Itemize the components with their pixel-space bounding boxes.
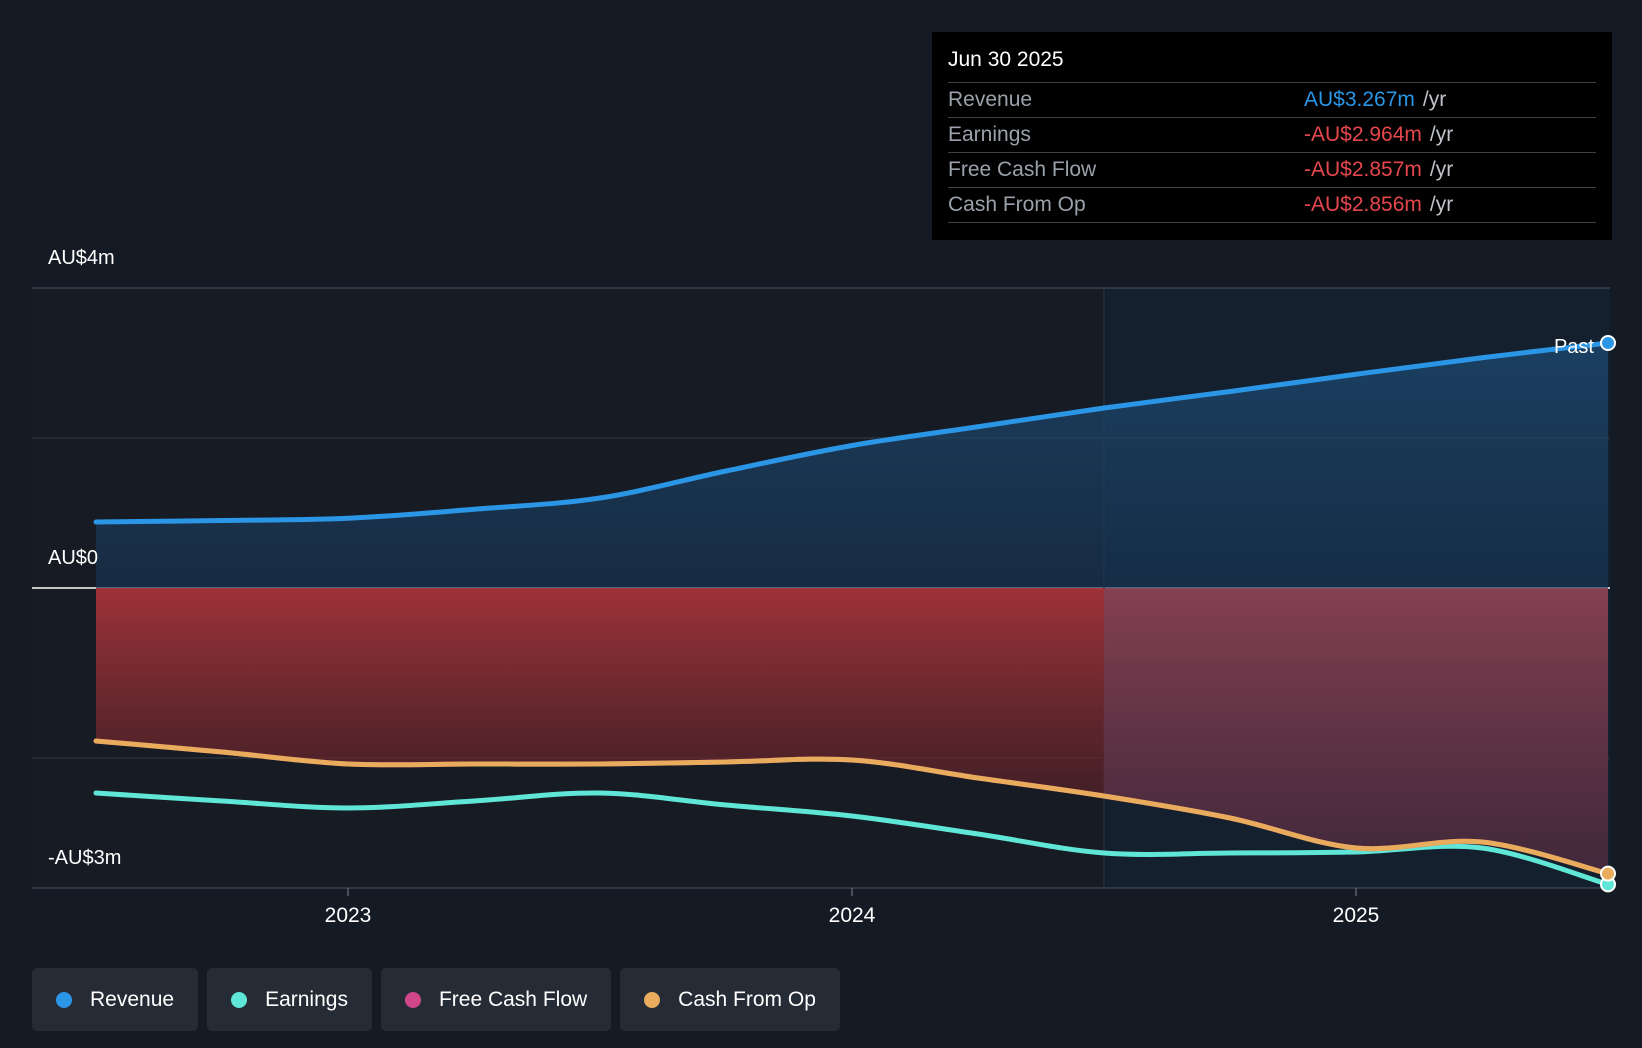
series-lines (93, 334, 1616, 893)
tooltip-label: Free Cash Flow (948, 158, 1097, 181)
legend-item-revenue[interactable]: Revenue (32, 968, 199, 1031)
tooltip-unit: /yr (1429, 193, 1454, 216)
area-fills (96, 342, 1608, 874)
legend-item-free-cash-flow[interactable]: Free Cash Flow (380, 968, 612, 1031)
axis-labels: AU$4m AU$0 -AU$3m 2023 2024 2025 Past (48, 247, 1594, 927)
revenue-line (93, 340, 1611, 525)
y-tick-label: -AU$3m (48, 847, 121, 869)
chart: AU$4m AU$0 -AU$3m 2023 2024 2025 Past (32, 247, 1616, 927)
tooltip: Jun 30 2025 Revenue AU$3.267m /yr Earnin… (932, 32, 1612, 240)
tooltip-row-free-cash-flow: Free Cash Flow -AU$2.857m /yr (948, 152, 1596, 187)
legend: Revenue Earnings Free Cash Flow Cash Fro… (32, 968, 840, 1031)
free-cash-flow-dot-icon (404, 991, 421, 1008)
legend-label: Earnings (265, 987, 348, 1011)
tooltip-row-revenue: Revenue AU$3.267m /yr (948, 82, 1596, 117)
x-tick-label: 2024 (829, 904, 876, 927)
tooltip-value: AU$3.267m (1304, 88, 1415, 111)
past-label: Past (1554, 336, 1594, 358)
y-tick-label: AU$0 (48, 547, 98, 569)
tooltip-value: -AU$2.857m (1304, 158, 1422, 181)
tooltip-label: Earnings (948, 123, 1031, 146)
legend-label: Revenue (90, 987, 175, 1011)
legend-item-earnings[interactable]: Earnings (207, 968, 372, 1031)
cash-from-op-dot-icon (644, 991, 661, 1008)
tooltip-value: -AU$2.856m (1304, 193, 1422, 216)
cash-flow-area-recent (1104, 588, 1608, 874)
tooltip-date: Jun 30 2025 (948, 48, 1064, 71)
cash-flow-area-past (96, 588, 1104, 796)
earnings-dot-icon (231, 991, 248, 1008)
tooltip-unit: /yr (1422, 88, 1447, 111)
x-tick-label: 2025 (1333, 904, 1380, 927)
revenue-dot-icon (56, 991, 72, 1008)
cash-from-op-end-point (1600, 865, 1616, 882)
tooltip-unit: /yr (1429, 158, 1454, 181)
tooltip-unit: /yr (1429, 123, 1454, 146)
earnings-line (93, 790, 1611, 887)
tooltip-row-earnings: Earnings -AU$2.964m /yr (948, 117, 1596, 152)
x-tick-label: 2023 (325, 904, 372, 927)
legend-label: Cash From Op (678, 987, 816, 1011)
tooltip-row-cash-from-op: Cash From Op -AU$2.856m /yr (948, 187, 1596, 223)
legend-label: Free Cash Flow (438, 987, 588, 1011)
tooltip-label: Cash From Op (948, 193, 1086, 216)
y-tick-label: AU$4m (48, 247, 115, 269)
tooltip-label: Revenue (948, 88, 1033, 111)
legend-item-cash-from-op[interactable]: Cash From Op (620, 968, 840, 1031)
revenue-area (96, 342, 1608, 588)
cash-from-op-line (93, 738, 1611, 877)
tooltip-value: -AU$2.964m (1304, 123, 1422, 146)
revenue-end-point (1600, 334, 1616, 351)
